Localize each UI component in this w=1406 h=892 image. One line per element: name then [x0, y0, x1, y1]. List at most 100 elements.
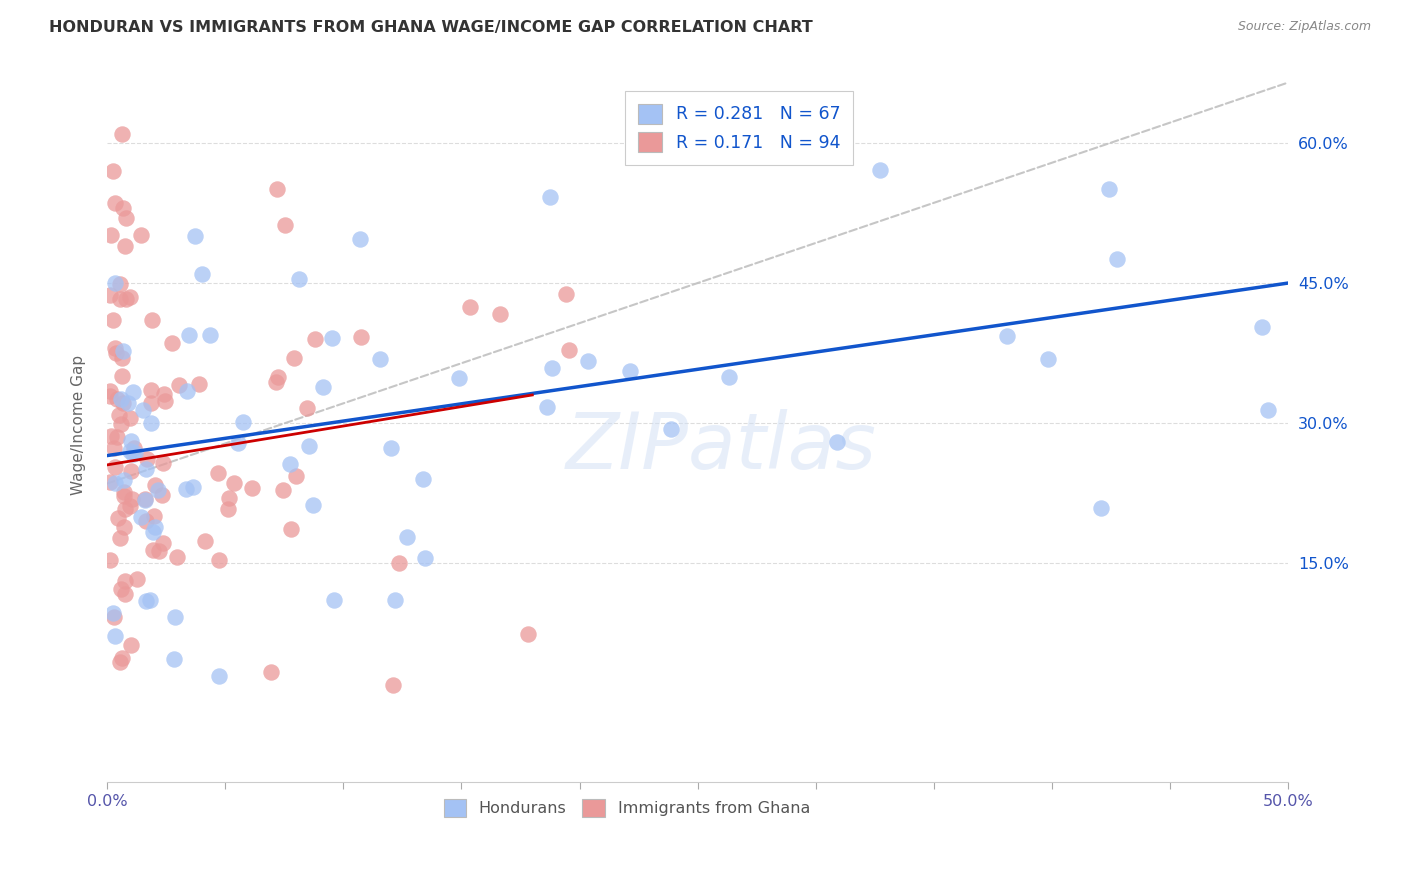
- Point: [395, 530, 418, 544]
- Point: [166, 550, 188, 565]
- Point: [104, 476, 127, 491]
- Point: [114, 587, 136, 601]
- Point: [177, 328, 200, 343]
- Point: [124, 446, 146, 460]
- Point: [217, 502, 239, 516]
- Point: [110, 417, 132, 432]
- Point: [163, 652, 186, 666]
- Legend: Hondurans, Immigrants from Ghana: Hondurans, Immigrants from Ghana: [436, 791, 818, 825]
- Point: [266, 182, 288, 196]
- Point: [111, 396, 134, 410]
- Point: [995, 328, 1018, 343]
- Point: [135, 462, 157, 476]
- Point: [105, 392, 128, 406]
- Point: [120, 443, 142, 458]
- Point: [100, 428, 122, 442]
- Point: [107, 511, 129, 525]
- Point: [208, 553, 231, 567]
- Point: [111, 369, 134, 384]
- Point: [1257, 403, 1279, 417]
- Point: [120, 464, 142, 478]
- Point: [98, 475, 121, 489]
- Point: [167, 378, 190, 392]
- Point: [285, 469, 308, 483]
- Point: [1090, 500, 1112, 515]
- Point: [117, 395, 139, 409]
- Point: [181, 479, 204, 493]
- Point: [112, 473, 135, 487]
- Point: [304, 332, 326, 346]
- Point: [184, 229, 207, 244]
- Point: [134, 492, 156, 507]
- Point: [103, 609, 125, 624]
- Point: [141, 543, 163, 558]
- Point: [312, 379, 335, 393]
- Point: [131, 403, 153, 417]
- Point: [370, 352, 392, 367]
- Point: [1251, 319, 1274, 334]
- Point: [114, 574, 136, 589]
- Point: [139, 383, 162, 397]
- Point: [825, 435, 848, 450]
- Point: [112, 484, 135, 499]
- Point: [122, 447, 145, 461]
- Point: [101, 606, 124, 620]
- Y-axis label: Wage/Income Gap: Wage/Income Gap: [72, 355, 86, 495]
- Point: [108, 292, 131, 306]
- Point: [163, 610, 186, 624]
- Point: [135, 514, 157, 528]
- Point: [114, 501, 136, 516]
- Point: [105, 430, 128, 444]
- Point: [718, 369, 741, 384]
- Point: [108, 277, 131, 291]
- Point: [190, 267, 212, 281]
- Point: [141, 313, 163, 327]
- Point: [145, 478, 167, 492]
- Point: [125, 572, 148, 586]
- Point: [104, 345, 127, 359]
- Point: [100, 227, 122, 242]
- Point: [869, 163, 891, 178]
- Point: [382, 678, 405, 692]
- Point: [218, 491, 240, 505]
- Point: [110, 582, 132, 597]
- Point: [139, 593, 162, 607]
- Point: [322, 592, 344, 607]
- Point: [619, 363, 641, 377]
- Point: [100, 389, 122, 403]
- Point: [120, 434, 142, 449]
- Point: [110, 531, 132, 545]
- Point: [187, 377, 209, 392]
- Point: [112, 519, 135, 533]
- Point: [232, 415, 254, 429]
- Point: [152, 456, 174, 470]
- Point: [111, 651, 134, 665]
- Point: [134, 492, 156, 507]
- Point: [104, 341, 127, 355]
- Point: [267, 370, 290, 384]
- Point: [148, 543, 170, 558]
- Point: [517, 627, 540, 641]
- Point: [538, 189, 561, 203]
- Point: [98, 288, 121, 302]
- Point: [388, 556, 411, 570]
- Point: [222, 476, 245, 491]
- Point: [721, 128, 744, 143]
- Point: [283, 351, 305, 365]
- Text: Source: ZipAtlas.com: Source: ZipAtlas.com: [1237, 20, 1371, 33]
- Point: [280, 458, 302, 472]
- Point: [384, 593, 406, 607]
- Point: [280, 522, 302, 536]
- Point: [120, 291, 142, 305]
- Point: [266, 375, 288, 389]
- Point: [122, 385, 145, 400]
- Point: [112, 202, 135, 216]
- Point: [112, 489, 135, 503]
- Point: [297, 440, 319, 454]
- Point: [153, 386, 176, 401]
- Point: [557, 343, 579, 357]
- Point: [555, 286, 578, 301]
- Point: [120, 499, 142, 513]
- Point: [110, 392, 132, 406]
- Point: [349, 232, 371, 246]
